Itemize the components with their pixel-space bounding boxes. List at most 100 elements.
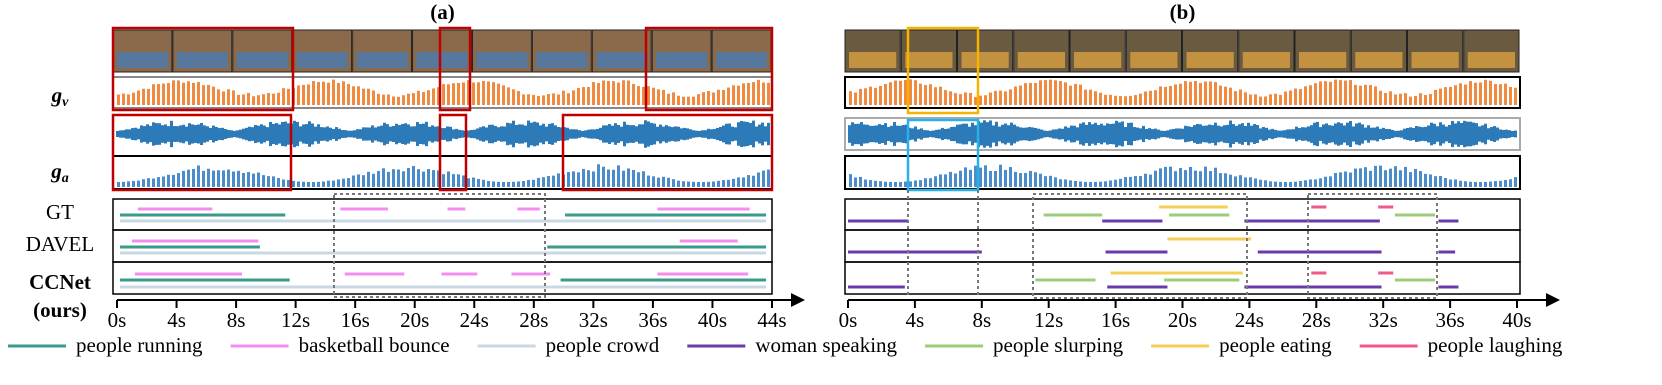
ga-bar: [567, 171, 570, 187]
ga-bar: [1014, 171, 1017, 187]
video-frame-detail: [1411, 52, 1459, 68]
waveform: [488, 124, 491, 144]
waveform: [323, 127, 326, 141]
waveform: [848, 125, 851, 143]
waveform: [1013, 124, 1016, 144]
gv-bar: [899, 80, 902, 105]
waveform: [1451, 120, 1454, 148]
ga-bar: [357, 174, 360, 187]
ga-bar: [682, 181, 685, 187]
waveform: [257, 125, 260, 143]
waveform: [1460, 122, 1463, 146]
waveform: [356, 129, 359, 139]
waveform: [1418, 126, 1421, 142]
waveform: [1154, 128, 1157, 140]
waveform: [1433, 123, 1436, 145]
waveform: [1193, 125, 1196, 143]
gv-bar: [367, 88, 370, 105]
waveform: [1130, 122, 1133, 146]
waveform: [242, 128, 245, 140]
ga-bar: [617, 165, 620, 187]
waveform: [1088, 122, 1091, 146]
ga-bar: [722, 180, 725, 187]
waveform: [689, 129, 692, 139]
waveform: [767, 122, 770, 146]
gv-bar: [1004, 91, 1007, 105]
gv-bar: [752, 82, 755, 105]
legend-label: people laughing: [1428, 333, 1563, 357]
gv-bar: [597, 83, 600, 105]
ga-bar: [969, 169, 972, 187]
gv-bar: [1489, 80, 1492, 105]
ga-bar: [172, 174, 175, 187]
gv-bar: [422, 92, 425, 105]
ga-bar: [1174, 171, 1177, 187]
waveform: [389, 126, 392, 142]
gv-bar: [1474, 82, 1477, 105]
waveform: [392, 125, 395, 143]
waveform: [368, 127, 371, 141]
gv-bar: [1099, 92, 1102, 105]
gv-bar: [332, 79, 335, 105]
gv-bar: [1509, 87, 1512, 105]
ga-bar: [954, 173, 957, 187]
waveform: [152, 122, 155, 146]
gv-bar: [1374, 86, 1377, 105]
gv-bar: [1179, 83, 1182, 105]
gv-bar: [1514, 87, 1517, 105]
ga-bar: [1119, 178, 1122, 187]
feature-base: g: [50, 159, 62, 183]
ga-bar: [1409, 172, 1412, 187]
highlight-box: [111, 113, 293, 192]
gv-bar: [612, 81, 615, 105]
ga-bar: [1104, 181, 1107, 187]
waveform: [1421, 127, 1424, 141]
ga-bar: [1384, 170, 1387, 187]
gv-bar: [1234, 91, 1237, 105]
waveform: [1220, 126, 1223, 142]
x-tick-label: 32s: [1369, 308, 1398, 332]
waveform: [1007, 125, 1010, 143]
gv-bar: [1084, 89, 1087, 105]
video-frame-detail: [416, 52, 468, 68]
waveform: [1121, 121, 1124, 147]
waveform: [905, 124, 908, 144]
ga-bar: [692, 181, 695, 187]
ga-bar: [1359, 168, 1362, 187]
waveform: [1307, 126, 1310, 142]
video-frame-detail: [961, 52, 1009, 68]
gv-bar: [302, 84, 305, 105]
waveform: [1289, 129, 1292, 139]
waveform: [908, 127, 911, 141]
waveform: [659, 124, 662, 144]
ga-bar: [612, 169, 615, 187]
waveform: [530, 122, 533, 146]
waveform: [911, 128, 914, 140]
ga-bar: [1424, 173, 1427, 187]
waveform: [164, 124, 167, 144]
gv-bar: [1454, 85, 1457, 105]
gv-bar: [257, 95, 260, 105]
gv-bar: [687, 96, 690, 105]
waveform: [749, 122, 752, 146]
ga-bar: [647, 175, 650, 187]
waveform: [296, 121, 299, 147]
waveform: [1394, 130, 1397, 138]
waveform: [293, 120, 296, 148]
waveform: [1424, 126, 1427, 142]
highlight-box: [906, 118, 980, 192]
gv-bar: [1479, 82, 1482, 105]
ga-bar: [884, 181, 887, 187]
ga-bar: [337, 179, 340, 187]
gv-bar: [1229, 87, 1232, 105]
ga-bar: [397, 169, 400, 187]
waveform: [1157, 129, 1160, 139]
waveform: [491, 124, 494, 144]
waveform: [1511, 130, 1514, 138]
waveform: [572, 129, 575, 139]
gv-bar: [247, 92, 250, 105]
waveform: [1175, 128, 1178, 140]
ga-bar: [1489, 181, 1492, 187]
ga-bar: [667, 177, 670, 187]
waveform: [404, 123, 407, 145]
